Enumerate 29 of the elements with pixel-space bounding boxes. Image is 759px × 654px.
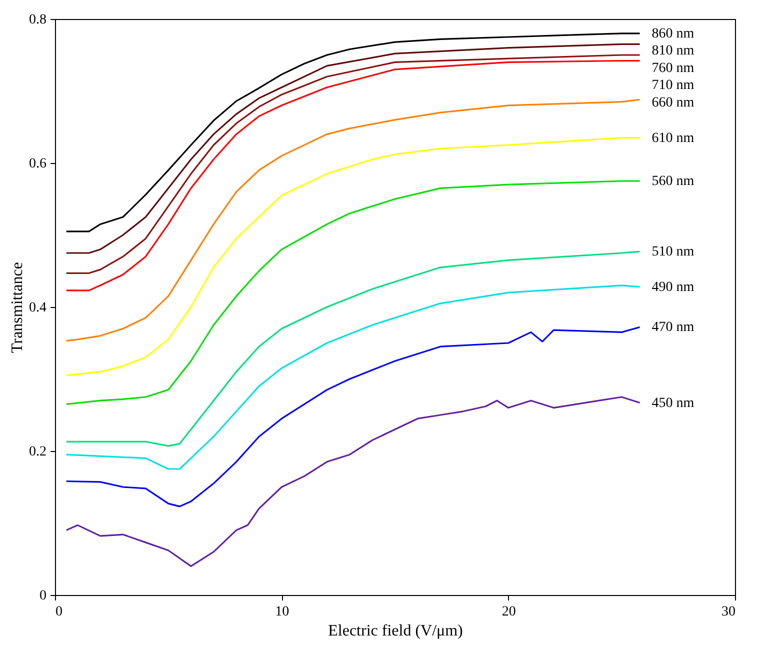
- series-label: 810 nm: [652, 44, 694, 59]
- x-tick-label: 0: [56, 604, 62, 620]
- x-tick-label: 30: [722, 604, 736, 620]
- y-tick-label: 0.6: [29, 156, 46, 172]
- series-label: 560 nm: [652, 174, 694, 189]
- series-label: 450 nm: [652, 396, 694, 411]
- x-axis-title: Electric field (V/μm): [328, 622, 463, 640]
- y-tick-label: 0.4: [29, 300, 46, 316]
- x-tick-label: 10: [275, 604, 290, 620]
- line-series: [66, 326, 641, 508]
- y-axis-title: Transmittance: [9, 262, 26, 353]
- line-series: [66, 396, 641, 567]
- y-tick-label: 0: [40, 588, 46, 604]
- line-series: [66, 250, 641, 447]
- line-series: [66, 284, 641, 470]
- series-label: 610 nm: [652, 130, 694, 146]
- line-series: [66, 180, 641, 405]
- series-label: 660 nm: [652, 96, 694, 111]
- series-label: 470 nm: [652, 320, 694, 336]
- series-label: 760 nm: [652, 60, 694, 76]
- y-tick-label: 0.8: [29, 12, 46, 28]
- y-tick-label: 0.2: [29, 444, 46, 460]
- series-label: 490 nm: [652, 280, 694, 295]
- series-label: 860 nm: [652, 26, 694, 42]
- x-tick-label: 20: [502, 604, 516, 620]
- series-label: 510 nm: [652, 244, 694, 260]
- line-series: [66, 137, 641, 376]
- series-label: 710 nm: [652, 78, 694, 94]
- line-series: [66, 98, 641, 342]
